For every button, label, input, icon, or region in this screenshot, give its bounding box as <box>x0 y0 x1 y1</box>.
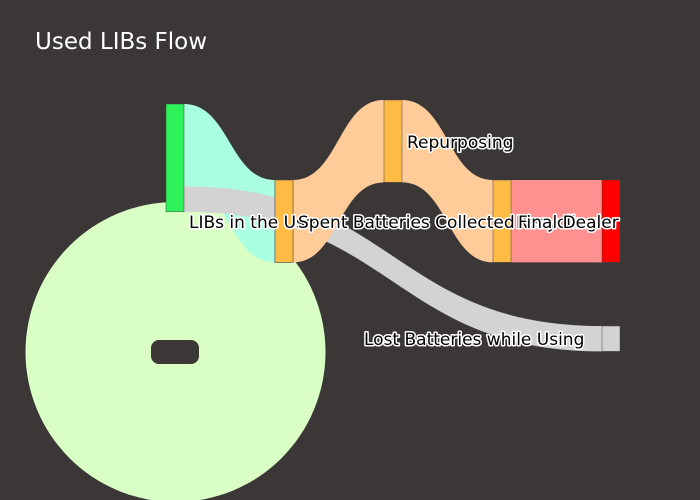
sankey-link-repurposing-to-recycling <box>402 100 493 263</box>
sankey-node-source <box>165 103 185 213</box>
sankey-self-loop-hole <box>151 340 199 364</box>
sankey-self-loop-bridge <box>166 212 184 362</box>
sankey-node-label-repurposing: Repurposing <box>407 133 513 153</box>
sankey-node-recycling <box>492 179 512 263</box>
sankey-self-loop-source <box>25 202 326 500</box>
sankey-node-repurposing <box>383 99 403 183</box>
sankey-node-label-recycling: Recycling <box>516 213 597 233</box>
sankey-node-label-final: Final Dealer <box>518 213 619 233</box>
sankey-node-label-lost: Lost Batteries while Using <box>364 330 584 350</box>
sankey-link-source-to-in_use <box>184 104 275 263</box>
sankey-node-label-collected: Spent Batteries Collected <box>298 213 515 233</box>
sankey-link-source-to-lost <box>184 186 602 352</box>
sankey-node-label-in_use: LIBs in the Use <box>189 213 315 233</box>
nodes-layer <box>165 99 621 352</box>
sankey-link-recycling-to-final <box>511 180 602 263</box>
sankey-node-final <box>601 179 621 263</box>
chart-title: Used LIBs Flow <box>35 29 207 55</box>
sankey-node-lost <box>601 325 621 352</box>
links-layer <box>25 100 602 500</box>
sankey-node-collected <box>274 179 294 263</box>
sankey-link-collected-to-repurposing <box>293 100 384 263</box>
